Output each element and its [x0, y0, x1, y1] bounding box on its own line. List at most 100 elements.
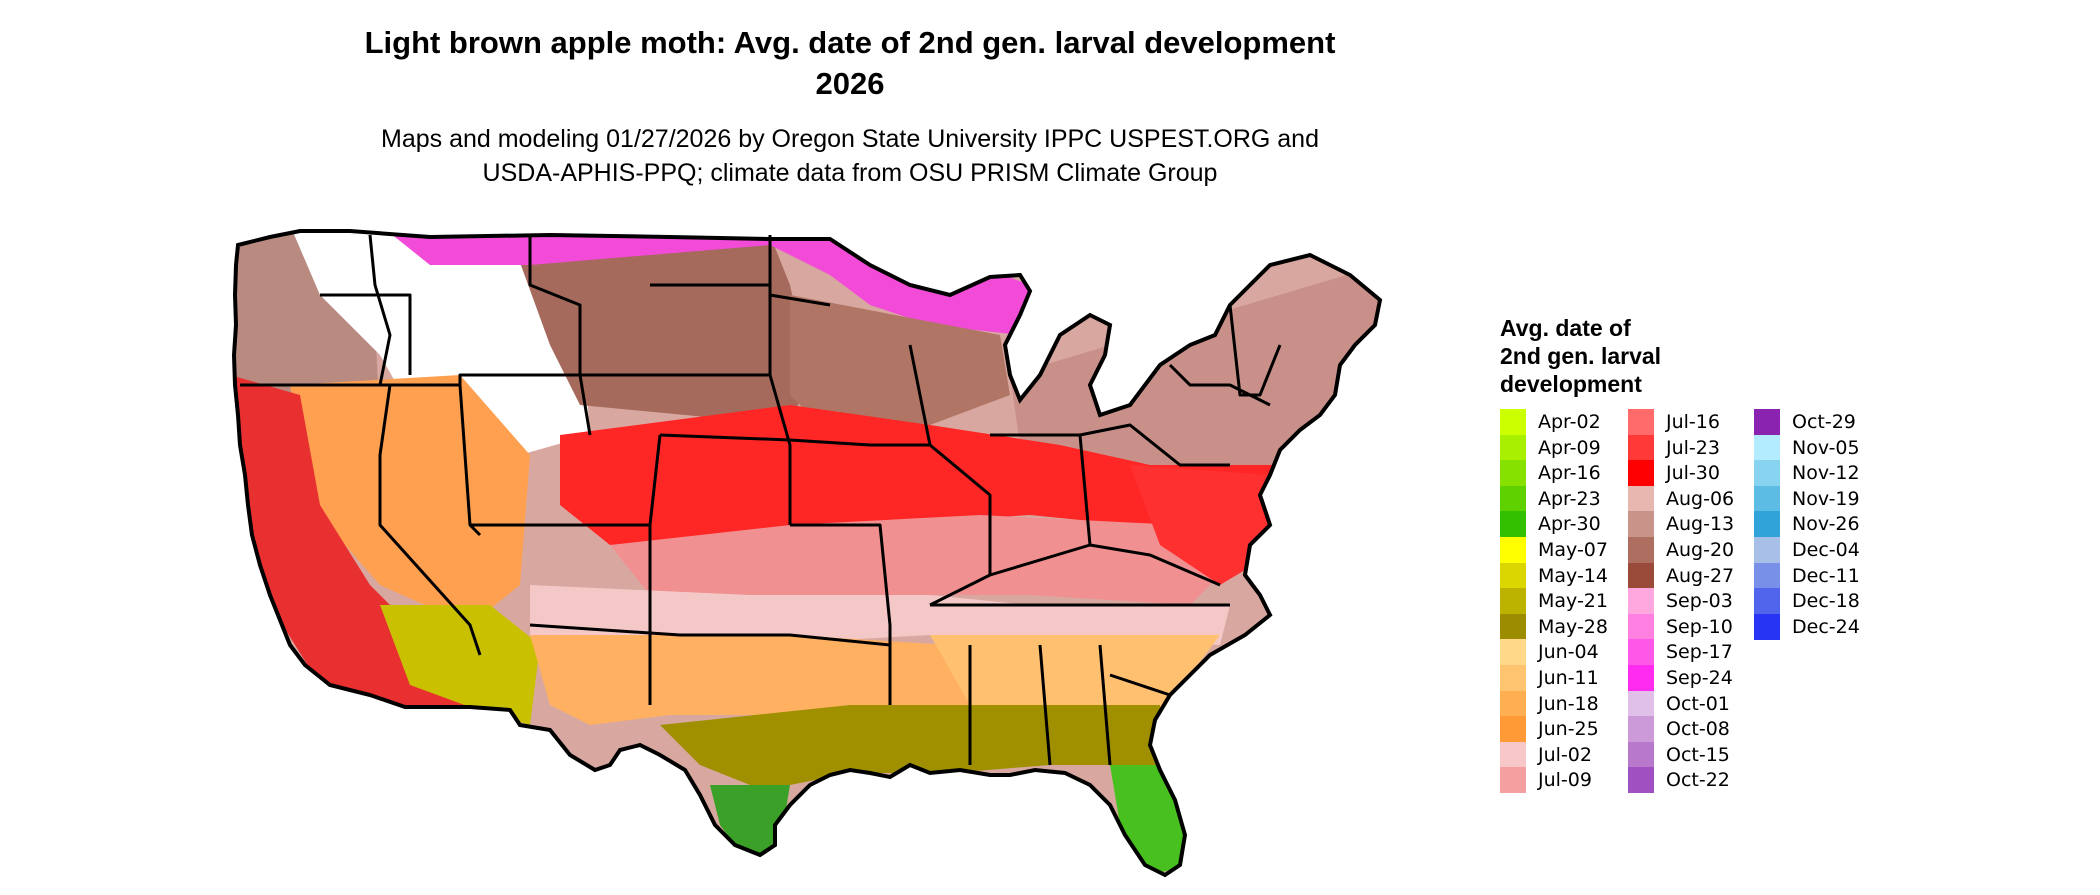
us-map: [232, 229, 1382, 877]
state-border-line: [378, 384, 482, 656]
legend-label: May-14: [1538, 564, 1608, 587]
state-border-line: [659, 433, 871, 447]
map-title: Light brown apple moth: Avg. date of 2nd…: [260, 22, 1440, 104]
legend-label: Oct-29: [1792, 411, 1856, 433]
zone-central-plains-band: [560, 405, 1290, 545]
zone-florida: [1110, 765, 1190, 875]
legend-label: Aug-27: [1666, 564, 1735, 587]
legend-label: Aug-20: [1666, 539, 1735, 561]
zone-southwest-desert: [380, 605, 540, 725]
legend-swatch: [1628, 537, 1654, 563]
legend-label: Jul-09: [1538, 769, 1592, 792]
legend-label: Aug-13: [1666, 513, 1735, 536]
zone-northern-plains: [510, 235, 810, 425]
legend-swatch: [1500, 588, 1526, 615]
state-border-line: [870, 443, 992, 607]
legend: Avg. date of 2nd gen. larval development…: [1500, 314, 1860, 794]
legend-swatch: [1628, 485, 1654, 512]
legend-label: Oct-01: [1666, 692, 1730, 715]
legend-swatch: [1754, 485, 1780, 512]
legend-swatch: [1628, 639, 1654, 666]
state-border-line: [1109, 673, 1171, 697]
legend-swatch: [1628, 767, 1654, 794]
legend-swatch: [1500, 511, 1526, 538]
zone-texas-oklahoma: [530, 635, 970, 725]
zone-northeast: [1010, 265, 1380, 495]
state-border-line: [528, 235, 582, 375]
legend-label: May-28: [1538, 615, 1608, 638]
state-border-line: [1038, 644, 1052, 766]
legend-label: Apr-23: [1538, 487, 1601, 510]
legend-label: Nov-26: [1792, 513, 1860, 536]
legend-swatch: [1628, 562, 1654, 589]
state-border-line: [908, 344, 932, 446]
legend-label: Sep-10: [1666, 615, 1733, 638]
legend-swatch: [1500, 562, 1526, 589]
state-border-line: [1228, 304, 1282, 397]
legend-label: Jul-30: [1666, 462, 1720, 485]
legend-title-line2: 2nd gen. larval: [1500, 343, 1662, 369]
legend-label: Nov-19: [1792, 487, 1860, 510]
legend-swatch: [1628, 613, 1654, 640]
legend-label: Sep-03: [1666, 590, 1733, 613]
legend-swatch: [1500, 690, 1526, 717]
legend-swatch: [1754, 460, 1780, 487]
legend-label: Dec-18: [1792, 590, 1860, 613]
legend-label: Jul-16: [1666, 411, 1720, 433]
zone-southeast: [930, 635, 1220, 715]
map-subtitle-line2: USDA-APHIS-PPQ; climate data from OSU PR…: [482, 159, 1218, 187]
state-border-line: [1098, 644, 1112, 766]
legend-swatch: [1628, 690, 1654, 717]
legend-label: Oct-15: [1666, 743, 1730, 766]
legend-label: Sep-17: [1666, 641, 1733, 664]
legend-swatch: [1628, 511, 1654, 538]
legend-label: Dec-24: [1792, 615, 1860, 638]
legend-title-line1: Avg. date of: [1500, 315, 1631, 341]
legend-swatch: [1628, 409, 1654, 435]
legend-swatch: [1754, 409, 1780, 435]
legend-label: Nov-12: [1792, 462, 1860, 485]
zone-ohio-valley: [610, 515, 1230, 605]
legend-label: Apr-30: [1538, 513, 1601, 536]
legend-label: Apr-09: [1538, 436, 1601, 459]
legend-swatch: [1754, 537, 1780, 563]
state-border-line: [320, 293, 412, 375]
zone-southern-plains: [530, 585, 1230, 645]
legend-swatch: [1500, 665, 1526, 691]
zone-california-coast: [234, 375, 470, 707]
legend-swatch: [1500, 485, 1526, 512]
state-border-line: [768, 235, 792, 525]
state-borders: [240, 234, 1282, 766]
legend-swatch: [1754, 511, 1780, 538]
legend-label: Jul-23: [1666, 436, 1720, 459]
legend-label: Jun-04: [1538, 641, 1599, 664]
legend-title: Avg. date of 2nd gen. larval development: [1500, 314, 1760, 398]
state-border-line: [789, 633, 891, 647]
legend-swatch: [1754, 562, 1780, 589]
map-subtitle: Maps and modeling 01/27/2026 by Oregon S…: [260, 122, 1440, 190]
zone-gulf-coast: [660, 705, 1160, 785]
map-title-line2: 2026: [815, 66, 885, 101]
legend-swatch: [1628, 588, 1654, 615]
legend-label: Oct-08: [1666, 718, 1730, 741]
legend-label: Dec-11: [1792, 564, 1860, 587]
legend-title-line3: development: [1500, 371, 1642, 397]
legend-swatch: [1754, 434, 1780, 461]
legend-label: Jun-25: [1538, 718, 1599, 741]
legend-swatch: [1628, 716, 1654, 743]
legend-swatch: [1500, 460, 1526, 487]
legend-swatch: [1754, 588, 1780, 615]
legend-label: Jul-02: [1538, 743, 1592, 766]
legend-swatch: [1500, 613, 1526, 640]
state-border-line: [240, 373, 592, 436]
state-border-line: [529, 623, 790, 637]
legend-label: May-21: [1538, 590, 1608, 613]
legend-swatch: [1628, 665, 1654, 691]
state-border-line: [368, 234, 392, 386]
legend-swatch: [1500, 537, 1526, 563]
legend-label: May-07: [1538, 539, 1608, 561]
legend-label: Aug-06: [1666, 487, 1735, 510]
legend-label: Apr-02: [1538, 411, 1601, 433]
legend-swatch: [1628, 460, 1654, 487]
legend-swatch: [1500, 434, 1526, 461]
